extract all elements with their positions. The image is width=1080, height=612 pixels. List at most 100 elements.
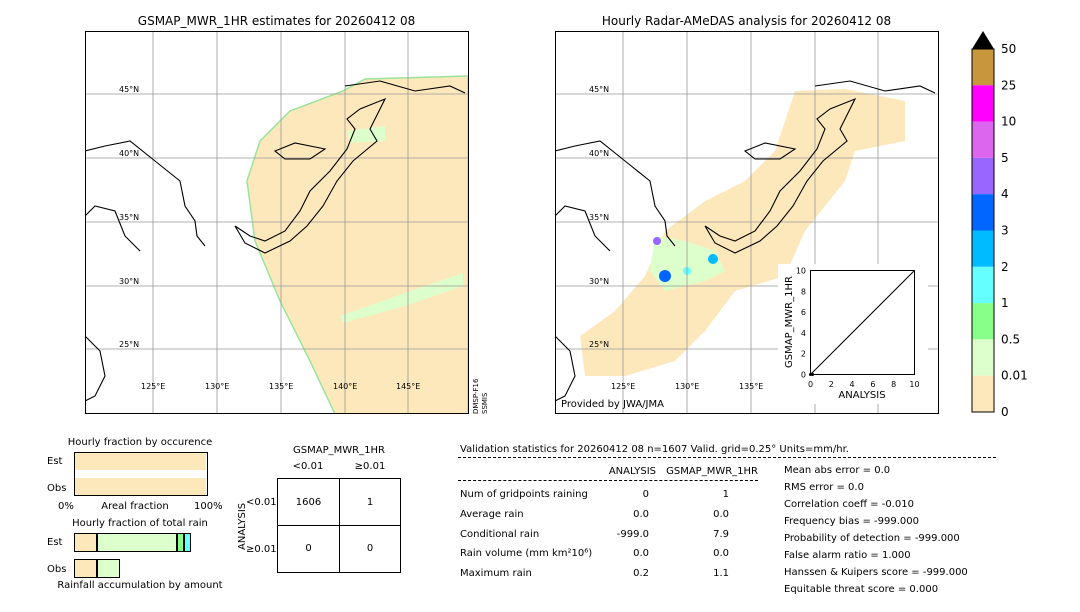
colorbar-label: 2 <box>1001 260 1009 274</box>
map1-panel: 45°N 40°N 35°N 30°N 25°N 125°E 130°E 135… <box>85 31 469 414</box>
colorbar-label: 25 <box>1001 78 1016 92</box>
colorbar-label: 4 <box>1001 187 1009 201</box>
colorbar-segment <box>972 230 994 267</box>
colorbar-segment <box>972 157 994 195</box>
colorbar-label: 50 <box>1001 42 1016 56</box>
occurrence-est-bar <box>75 453 206 470</box>
total-rain-segment <box>74 559 97 578</box>
total-rain-obs-label: Obs <box>47 564 67 575</box>
map2-lon-label: 130°E <box>675 382 699 391</box>
scatter-ytick: 2 <box>801 350 806 359</box>
stats-score: Equitable threat score = 0.000 <box>784 584 939 595</box>
stats-row-label: Maximum rain <box>460 568 532 579</box>
colorbar-segment <box>972 194 994 231</box>
map1-grid <box>85 31 469 414</box>
colorbar-segment <box>972 266 994 304</box>
stats-row-label: Average rain <box>460 509 524 520</box>
stats-row-analysis: 0.0 <box>633 509 649 520</box>
map2-lat-label: 40°N <box>589 149 609 158</box>
map2-lat-label: 30°N <box>589 277 609 286</box>
total-rain-segment <box>96 533 178 552</box>
scatter-xlabel: ANALYSIS <box>838 390 885 401</box>
total-rain-segment <box>177 533 184 552</box>
map1-lon-label: 145°E <box>396 382 420 391</box>
colorbar-label: 0 <box>1001 405 1009 419</box>
colorbar-frame <box>971 48 995 413</box>
scatter-point <box>809 373 812 376</box>
total-rain-title: Hourly fraction of total rain <box>72 518 208 529</box>
colorbar-label: 0.5 <box>1001 332 1020 346</box>
stats-score: Correlation coeff = -0.010 <box>784 499 914 510</box>
occurrence-axis-min: 0% <box>58 501 74 512</box>
scatter-inset: 00 2 2 4 4 6 6 8 8 10 10 ANALYSIS GSMAP_MWR_1HR <box>784 267 920 402</box>
occurrence-title: Hourly fraction by occurence <box>67 437 213 448</box>
colorbar-segment <box>972 121 994 158</box>
map1-lat-label: 25°N <box>119 340 139 349</box>
colorbar-label: 1 <box>1001 296 1009 310</box>
scatter-xtick: 8 <box>891 380 896 389</box>
map2-frame <box>555 31 939 414</box>
stats-col-analysis: ANALYSIS <box>608 466 656 477</box>
contingency-cell: 1606 <box>295 497 322 508</box>
stats-row-label: Conditional rain <box>460 529 540 540</box>
stats-header: Validation statistics for 20260412 08 n=… <box>460 444 849 455</box>
map1-coastlines <box>85 80 466 402</box>
colorbar-label: 10 <box>1001 115 1016 129</box>
map2-rain-cell <box>659 270 671 282</box>
map2-rain-cell <box>653 237 661 245</box>
occurrence-xlabel: Areal fraction <box>101 501 169 512</box>
stats-row-analysis: -999.0 <box>616 529 649 540</box>
contingency-row-title: ANALYSIS <box>237 502 248 550</box>
scatter-ytick: 0 <box>801 371 806 380</box>
map1-lat-label: 40°N <box>119 149 139 158</box>
stats-score: Hanssen & Kuipers score = -999.000 <box>784 567 968 578</box>
contingency-title: GSMAP_MWR_1HR <box>293 445 385 456</box>
stats-scores: Mean abs error = 0.0 RMS error = 0.0 Cor… <box>784 462 968 598</box>
colorbar-extend-arrow <box>972 31 994 49</box>
map1-lon-label: 140°E <box>333 382 357 391</box>
map1-lat-label: 45°N <box>119 85 139 94</box>
map1-title: GSMAP_MWR_1HR estimates for 20260412 08 <box>137 14 416 28</box>
contingency-col-label: <0.01 <box>292 461 324 472</box>
stats-row-gsmap: 0.0 <box>713 509 729 520</box>
map2-credit: Provided by JWA/JMA <box>561 399 664 410</box>
map1-lon-label: 130°E <box>205 382 229 391</box>
stats-row-label: Num of gridpoints raining <box>460 489 588 500</box>
map1-lat-label: 30°N <box>119 277 139 286</box>
stats-row-analysis: 0.0 <box>633 548 649 559</box>
stats-row-label: Rain volume (mm km²10⁶) <box>460 548 593 559</box>
total-rain-xlabel: Rainfall accumulation by amount <box>57 580 223 591</box>
map1-coverage-area <box>246 75 469 414</box>
total-rain-segment <box>183 533 191 552</box>
colorbar-label: 5 <box>1001 151 1009 165</box>
map2-panel: 45°N 40°N 35°N 30°N 25°N 125°E 130°E 135… <box>555 31 939 414</box>
stats-score: False alarm ratio = 1.000 <box>784 550 911 561</box>
stats-col-divider <box>458 480 758 481</box>
map2-lat-label: 45°N <box>589 85 609 94</box>
stats-row-gsmap: 0.0 <box>713 548 729 559</box>
scatter-xtick: 10 <box>909 380 919 389</box>
colorbar-segment <box>972 339 994 376</box>
stats-col-gsmap: GSMAP_MWR_1HR <box>666 466 758 477</box>
total-rain-est-label: Est <box>47 537 63 548</box>
stats-row-analysis: 0.2 <box>633 568 649 579</box>
scatter-ytick: 10 <box>796 267 806 276</box>
total-rain-segment <box>96 559 120 578</box>
colorbar-label: 0.01 <box>1001 369 1028 383</box>
stats-row-gsmap: 1 <box>722 489 729 500</box>
map1-light-rain-band <box>340 273 463 323</box>
map1-lat-label: 35°N <box>119 213 139 222</box>
contingency-row-label: <0.01 <box>246 497 277 508</box>
stats-score: Probability of detection = -999.000 <box>784 533 960 544</box>
colorbar-segment <box>972 49 994 86</box>
colorbar-segment <box>972 85 994 122</box>
scatter-ytick: 4 <box>801 329 806 338</box>
contingency-divider <box>278 525 400 526</box>
map2-lon-label: 135°E <box>739 382 763 391</box>
map1-lon-label: 135°E <box>269 382 293 391</box>
map2-rain-cell <box>708 254 718 264</box>
map1-sensor-label: DMSP-F16 SSMIS <box>472 378 489 414</box>
scatter-point <box>811 373 815 376</box>
total-rain-bars <box>74 533 208 579</box>
contingency-row-label: ≥0.01 <box>246 544 277 555</box>
